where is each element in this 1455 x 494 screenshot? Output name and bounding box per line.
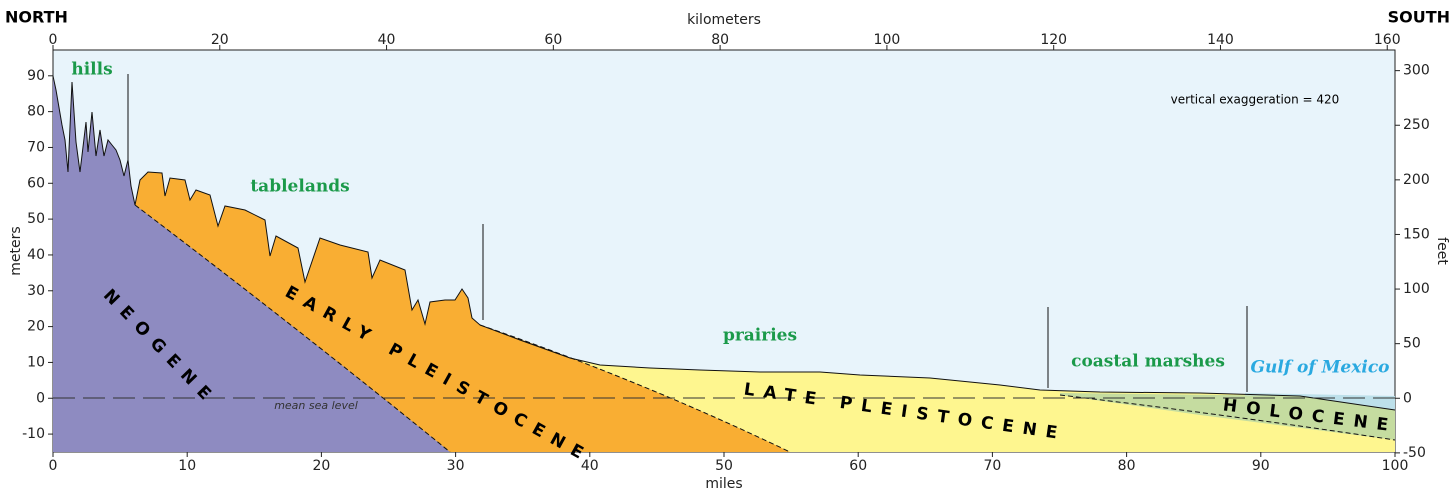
x-tick-label: 90: [1252, 458, 1270, 474]
axis-title: feet: [1434, 237, 1450, 265]
axis-title: kilometers: [687, 12, 761, 28]
x2-tick-label: 120: [1040, 32, 1067, 48]
y-tick-label: 80: [27, 104, 45, 120]
axis-title: meters: [8, 226, 24, 275]
x2-tick-label: 20: [211, 32, 229, 48]
y2-tick-label: 250: [1403, 117, 1430, 133]
y-tick-label: 70: [27, 139, 45, 155]
x-tick-label: 80: [1118, 458, 1136, 474]
y-tick-label: 50: [27, 211, 45, 227]
y2-tick-label: 300: [1403, 63, 1430, 79]
sea-level-label: mean sea level: [274, 399, 358, 412]
x2-tick-label: 40: [378, 32, 396, 48]
landform-label: tablelands: [250, 177, 349, 197]
x-tick-label: 30: [447, 458, 465, 474]
south-label: SOUTH: [1388, 8, 1450, 27]
x-tick-label: 20: [312, 458, 330, 474]
y-tick-label: 30: [27, 283, 45, 299]
x-tick-label: 50: [715, 458, 733, 474]
cross-section: NORTH SOUTH hills tablelands prairies co…: [0, 0, 1455, 494]
x2-tick-label: 160: [1374, 32, 1401, 48]
y-tick-label: 10: [27, 354, 45, 370]
y2-tick-label: 200: [1403, 172, 1430, 188]
x2-tick-label: 100: [874, 32, 901, 48]
y-tick-label: 60: [27, 175, 45, 191]
water-label: Gulf of Mexico: [1250, 358, 1389, 378]
x2-tick-label: 80: [711, 32, 729, 48]
y2-tick-label: 50: [1403, 336, 1421, 352]
x-tick-label: 0: [49, 458, 58, 474]
y2-tick-label: -50: [1403, 445, 1426, 461]
y-tick-label: 90: [27, 68, 45, 84]
x2-tick-label: 60: [544, 32, 562, 48]
x-tick-label: 70: [983, 458, 1001, 474]
north-label: NORTH: [5, 8, 68, 27]
y2-tick-label: 100: [1403, 281, 1430, 297]
landform-label: hills: [71, 60, 112, 80]
landform-label: coastal marshes: [1071, 352, 1225, 372]
y-tick-label: 0: [36, 390, 45, 406]
axis-title: miles: [705, 476, 742, 492]
x-tick-label: 10: [178, 458, 196, 474]
x2-tick-label: 140: [1207, 32, 1234, 48]
exaggeration-note: vertical exaggeration = 420: [1171, 93, 1340, 107]
x-tick-label: 40: [581, 458, 599, 474]
y-tick-label: 20: [27, 319, 45, 335]
landform-label: prairies: [723, 326, 797, 346]
y2-tick-label: 0: [1403, 390, 1412, 406]
y-tick-label: -10: [22, 426, 45, 442]
y-tick-label: 40: [27, 247, 45, 263]
y2-tick-label: 150: [1403, 226, 1430, 242]
x-tick-label: 60: [849, 458, 867, 474]
x2-tick-label: 0: [49, 32, 58, 48]
